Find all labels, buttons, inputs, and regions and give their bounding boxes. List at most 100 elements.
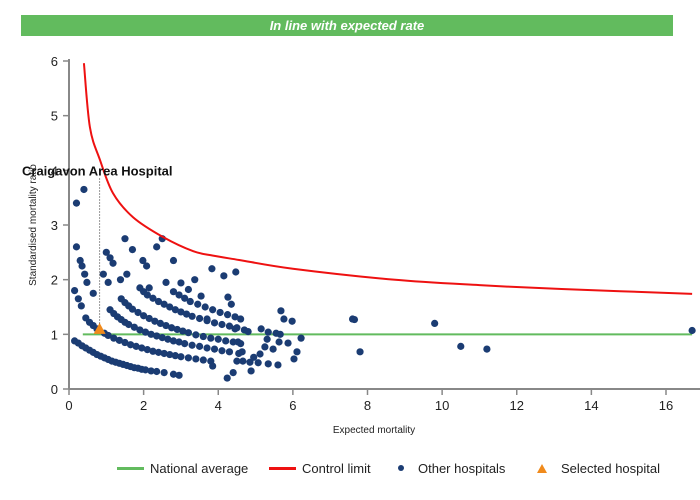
x-tick-label: 10 [435, 398, 449, 413]
hospital-point [207, 334, 215, 342]
hospital-point [181, 294, 189, 302]
hospital-point [171, 306, 179, 314]
hospital-point [350, 315, 359, 324]
hospital-point [192, 331, 200, 339]
hospital-point [123, 270, 131, 278]
legend-item-other-hospitals[interactable]: Other hospitals [392, 458, 505, 478]
hospital-point [224, 293, 232, 301]
legend-item-national-average[interactable]: National average [117, 458, 248, 478]
hospital-point [151, 317, 159, 325]
legend-line-green [117, 466, 144, 470]
hospital-point [166, 350, 174, 359]
hospital-point [247, 367, 255, 375]
hospital-point [130, 323, 138, 331]
hospital-point [153, 243, 161, 251]
hospital-point [239, 357, 247, 365]
legend-item-selected-hospital[interactable]: Selected hospital [533, 458, 660, 478]
x-tick-label: 2 [140, 398, 147, 413]
hospital-point [160, 369, 168, 377]
hospital-point [184, 329, 192, 337]
x-tick-label: 0 [65, 398, 72, 413]
hospital-point [169, 370, 178, 378]
hospital-point [201, 303, 209, 311]
hospital-point [162, 321, 170, 330]
hospital-point [229, 369, 237, 377]
hospital-point [164, 335, 172, 343]
hospital-point [179, 327, 187, 335]
hospital-point [192, 355, 200, 363]
legend-label: National average [150, 460, 249, 476]
hospital-point [231, 313, 239, 321]
hospital-point [181, 340, 189, 348]
hospital-point [195, 314, 204, 323]
hospital-point [115, 336, 123, 344]
hospital-point [128, 246, 137, 254]
hospital-point [232, 268, 240, 276]
hospital-point [208, 265, 216, 273]
hospital-point [216, 308, 224, 317]
hospital-point [431, 319, 439, 327]
hospital-point [143, 346, 151, 354]
hospital-point [276, 330, 284, 338]
hospital-point [177, 308, 185, 316]
hospital-point [83, 278, 91, 286]
control-limit-layer [82, 63, 693, 295]
hospital-point [356, 348, 364, 356]
hospital-point [250, 353, 258, 361]
hospital-point [70, 287, 79, 295]
y-tick-label: 3 [51, 218, 58, 233]
y-axis-label: Standardised mortality ratio [28, 164, 39, 286]
hospital-point [78, 262, 86, 270]
hospital-point [688, 326, 696, 335]
hospital-point [126, 341, 135, 349]
hospital-point [254, 359, 262, 367]
hospital-point [257, 325, 265, 333]
hospital-point [261, 343, 269, 351]
x-axis-label: Expected mortality [333, 425, 415, 436]
legend-label: Selected hospital [561, 460, 661, 476]
hospital-point [140, 312, 148, 320]
hospital-point [154, 297, 163, 306]
hospital-point [80, 185, 88, 194]
hospital-point [220, 272, 228, 280]
hospital-point [139, 256, 147, 265]
hospital-point [162, 278, 170, 286]
hospital-point [238, 348, 246, 356]
hospital-point [136, 326, 144, 334]
hospital-point [222, 337, 230, 345]
hospital-point [194, 300, 202, 308]
hospital-point [203, 344, 211, 352]
hospital-point [158, 334, 166, 342]
hospital-point [269, 345, 277, 353]
hospital-point [110, 334, 118, 342]
selected-hospital-layer: Craigavon Area Hospital [22, 164, 173, 334]
hospital-point [175, 371, 183, 379]
hospital-point [147, 367, 155, 375]
hospital-point [72, 243, 81, 251]
hospital-point [175, 291, 183, 299]
hospital-point [197, 292, 205, 300]
hospital-point [147, 330, 155, 338]
hospital-point [141, 366, 150, 374]
legend-item-control-limit[interactable]: Control limit [269, 458, 371, 478]
hospital-point [141, 328, 150, 336]
hospital-point [218, 347, 226, 355]
triangle-marker-icon [537, 463, 547, 473]
hospital-point [277, 307, 285, 315]
hospital-point [171, 352, 179, 360]
hospital-point [156, 319, 165, 327]
hospital-point [145, 284, 153, 292]
hospital-point [199, 332, 207, 341]
hospital-point [143, 291, 151, 299]
y-tick-label: 5 [51, 109, 58, 124]
hospital-point [188, 312, 196, 320]
other-hospitals-layer [70, 185, 696, 382]
hospital-point [290, 355, 298, 363]
status-banner: In line with expected rate [21, 15, 673, 36]
y-tick-label: 2 [51, 273, 58, 288]
x-tick-label: 14 [584, 398, 598, 413]
x-tick-label: 12 [510, 398, 524, 413]
hospital-point [209, 362, 217, 370]
hospital-point [191, 276, 199, 284]
